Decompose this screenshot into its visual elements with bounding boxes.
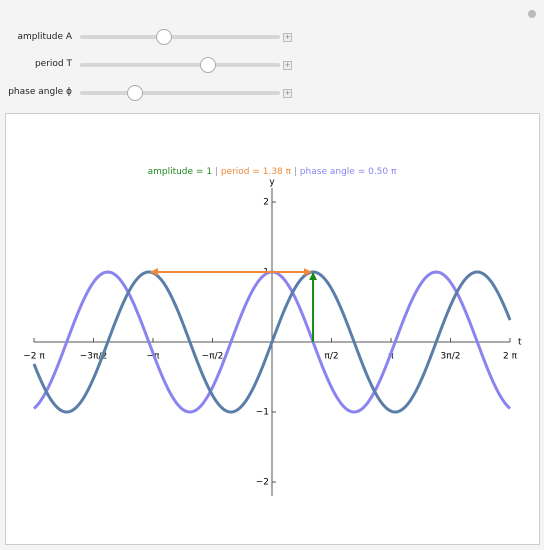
legend: amplitude = 1 | period = 1.38 π | phase … — [148, 167, 397, 177]
legend-entry: period = 1.38 π — [221, 167, 292, 177]
slider-knob[interactable] — [200, 57, 216, 73]
plot-panel: amplitude = 1 | period = 1.38 π | phase … — [5, 113, 540, 545]
slider-knob[interactable] — [127, 85, 143, 101]
slider-knob[interactable] — [156, 29, 172, 45]
control-label: phase angle ϕ — [8, 87, 72, 97]
separator: | — [212, 167, 221, 177]
x-tick-label: 3π/2 — [441, 352, 461, 362]
x-tick-label: −3π/2 — [80, 352, 107, 362]
y-tick-label: 2 — [263, 198, 269, 208]
x-tick-label: π/2 — [324, 352, 338, 362]
x-tick-label: −2 π — [23, 352, 45, 362]
legend-entry: phase angle = 0.50 π — [300, 167, 397, 177]
slider[interactable] — [80, 85, 280, 101]
x-tick-label: −π/2 — [202, 352, 224, 362]
slider[interactable] — [80, 29, 280, 45]
separator: | — [291, 167, 300, 177]
x-axis-label: t — [518, 338, 522, 348]
x-tick-label: 2 π — [503, 352, 518, 362]
slider[interactable] — [80, 57, 280, 73]
y-tick-label: −2 — [256, 478, 269, 488]
control-label: period T — [34, 59, 72, 69]
expand-button[interactable]: + — [283, 33, 292, 42]
legend-entry: amplitude = 1 — [148, 167, 212, 177]
expand-button[interactable]: + — [283, 61, 292, 70]
control-label: amplitude A — [17, 32, 73, 42]
y-tick-label: −1 — [256, 408, 269, 418]
options-button[interactable] — [528, 10, 536, 18]
expand-button[interactable]: + — [283, 89, 292, 98]
y-axis-label: y — [269, 178, 275, 188]
chart: amplitude = 1 | period = 1.38 π | phase … — [23, 167, 522, 496]
wave — [32, 270, 512, 414]
